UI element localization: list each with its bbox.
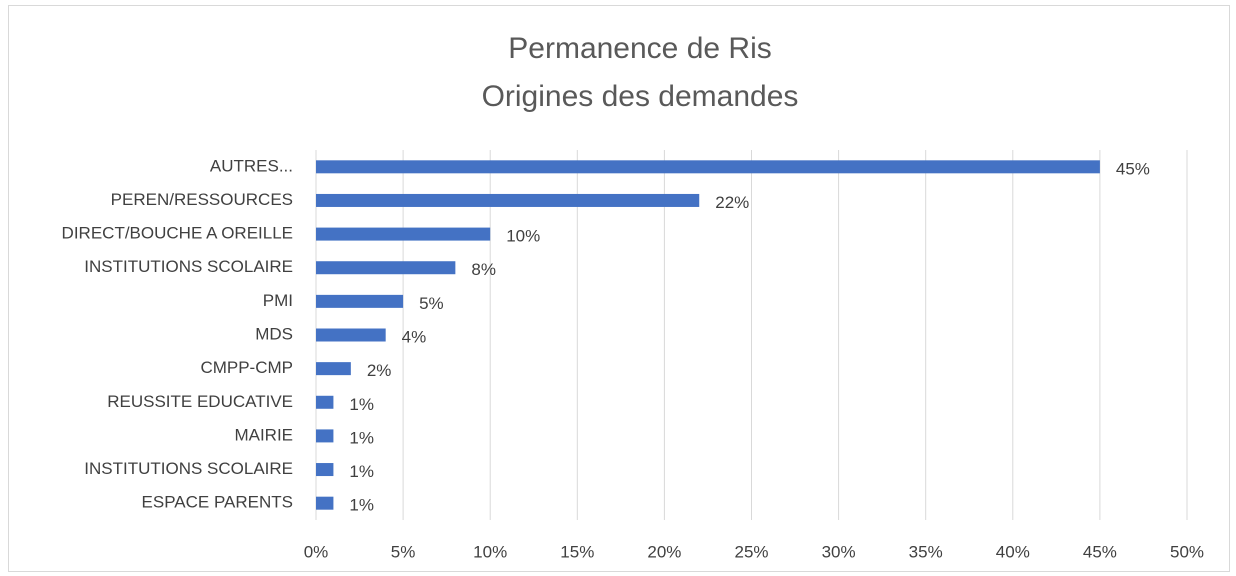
data-label: 8%: [471, 260, 496, 279]
y-tick-label: AUTRES...: [210, 156, 293, 175]
chart-border: [8, 5, 1230, 572]
bar: [316, 496, 334, 510]
bar: [316, 463, 334, 477]
data-label: 5%: [419, 294, 444, 313]
x-tick-label: 25%: [734, 542, 768, 561]
x-tick-label: 30%: [822, 542, 856, 561]
data-label: 1%: [349, 395, 374, 414]
data-label: 45%: [1116, 159, 1150, 178]
bar: [316, 395, 334, 409]
x-tick-label: 50%: [1170, 542, 1204, 561]
y-tick-label: PMI: [263, 291, 293, 310]
x-tick-label: 20%: [647, 542, 681, 561]
x-tick-label: 10%: [473, 542, 507, 561]
bar: [316, 227, 491, 241]
x-tick-label: 0%: [304, 542, 329, 561]
x-tick-label: 45%: [1083, 542, 1117, 561]
chart-title: Origines des demandes: [482, 80, 799, 113]
data-label: 1%: [349, 428, 374, 447]
bar: [316, 160, 1100, 174]
y-tick-label: ESPACE PARENTS: [142, 493, 293, 512]
x-tick-label: 15%: [560, 542, 594, 561]
x-tick-label: 5%: [391, 542, 416, 561]
x-tick-label: 35%: [909, 542, 943, 561]
y-tick-label: MDS: [255, 324, 293, 343]
data-label: 1%: [349, 462, 374, 481]
data-label: 2%: [367, 361, 392, 380]
data-label: 22%: [715, 193, 749, 212]
y-tick-label: INSTITUTIONS SCOLAIRE: [84, 257, 293, 276]
y-tick-label: PEREN/RESSOURCES: [111, 190, 293, 209]
bar: [316, 429, 334, 443]
bar: [316, 328, 386, 342]
y-tick-label: REUSSITE EDUCATIVE: [107, 392, 293, 411]
data-label: 10%: [506, 227, 540, 246]
y-tick-label: DIRECT/BOUCHE A OREILLE: [62, 224, 293, 243]
data-label: 4%: [402, 327, 427, 346]
chart-title: Permanence de Ris: [508, 32, 771, 65]
bar: [316, 362, 351, 376]
bar: [316, 193, 700, 207]
bar: [316, 294, 404, 308]
data-label: 1%: [349, 496, 374, 515]
y-tick-label: INSTITUTIONS SCOLAIRE: [84, 459, 293, 478]
x-tick-label: 40%: [996, 542, 1030, 561]
bar: [316, 261, 456, 275]
y-tick-label: MAIRIE: [234, 425, 293, 444]
y-tick-label: CMPP-CMP: [200, 358, 293, 377]
